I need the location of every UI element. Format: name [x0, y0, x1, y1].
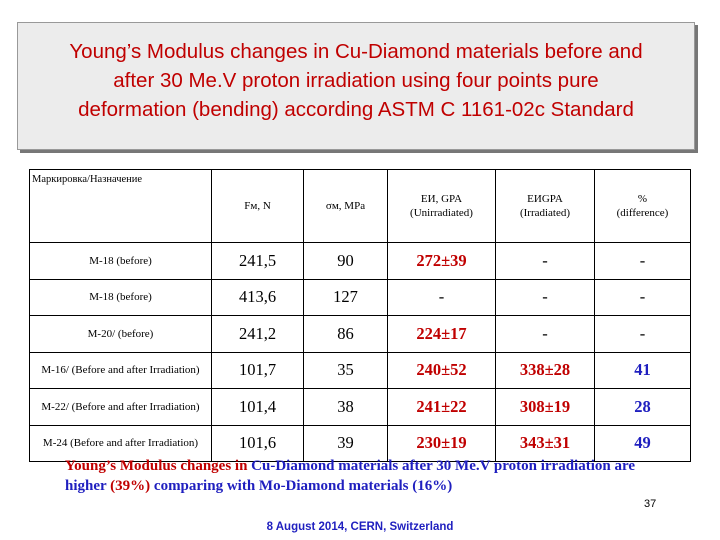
cell-e-irradiated: 308±19: [495, 388, 595, 426]
cell-force: 101,7: [211, 351, 304, 389]
cell-label: M-18 (before): [29, 242, 212, 280]
table-row: M-22/ (Before and after Irradiation) 101…: [29, 388, 691, 426]
cell-stress: 90: [303, 242, 388, 280]
cell-e-irradiated: 338±28: [495, 351, 595, 389]
header-force: Fм, N: [211, 169, 304, 243]
title-line-2: after 30 Me.V proton irradiation using f…: [113, 69, 599, 92]
note-part-3: (39%): [110, 478, 151, 494]
header-e-unirradiated-sub: (Unirradiated): [410, 207, 473, 219]
cell-e-unirradiated: 240±52: [387, 351, 496, 389]
title-box: Young’s Modulus changes in Cu-Diamond ma…: [17, 22, 695, 150]
cell-force: 101,6: [211, 424, 304, 462]
header-percent: % (difference): [594, 169, 691, 243]
cell-e-unirradiated: 224±17: [387, 315, 496, 353]
modulus-table: Маркировка/Назначение Fм, N σм, MPa EИ, …: [29, 169, 691, 462]
note-part-1: Young’s Modulus changes in: [65, 458, 252, 474]
table-row: M-18 (before) 413,6 127 - - -: [29, 278, 691, 316]
page-number: 37: [644, 498, 657, 510]
header-stress: σм, MPa: [303, 169, 388, 243]
cell-force: 101,4: [211, 388, 304, 426]
cell-percent: 28: [594, 388, 691, 426]
slide-title: Young’s Modulus changes in Cu-Diamond ma…: [18, 37, 694, 124]
header-e-unirradiated-title: EИ, GPA: [420, 193, 463, 205]
cell-e-unirradiated: 230±19: [387, 424, 496, 462]
cell-stress: 35: [303, 351, 388, 389]
header-e-unirradiated: EИ, GPA (Unirradiated): [387, 169, 496, 243]
table-row: M-24 (Before and after Irradiation) 101,…: [29, 424, 691, 462]
cell-label: M-16/ (Before and after Irradiation): [29, 351, 212, 389]
cell-percent: -: [594, 242, 691, 280]
note-part-4: comparing with: [150, 478, 259, 494]
cell-e-unirradiated: -: [387, 278, 496, 316]
header-e-irradiated-sub: (Irradiated): [519, 207, 571, 219]
cell-e-unirradiated: 241±22: [387, 388, 496, 426]
table-header-row: Маркировка/Назначение Fм, N σм, MPa EИ, …: [29, 169, 691, 243]
header-marking: Маркировка/Назначение: [29, 169, 212, 243]
table-row: M-16/ (Before and after Irradiation) 101…: [29, 351, 691, 389]
header-percent-sub: (difference): [616, 207, 669, 219]
cell-stress: 127: [303, 278, 388, 316]
cell-stress: 86: [303, 315, 388, 353]
date-location: 8 August 2014, CERN, Switzerland: [266, 521, 454, 533]
header-e-irradiated: EИGPA (Irradiated): [495, 169, 595, 243]
cell-stress: 38: [303, 388, 388, 426]
title-line-3: deformation (bending) according ASTM C 1…: [78, 98, 634, 121]
table-row: M-20/ (before) 241,2 86 224±17 - -: [29, 315, 691, 353]
cell-e-unirradiated: 272±39: [387, 242, 496, 280]
cell-e-irradiated: -: [495, 278, 595, 316]
cell-force: 241,2: [211, 315, 304, 353]
header-e-irradiated-title: EИGPA: [527, 193, 563, 205]
cell-force: 413,6: [211, 278, 304, 316]
cell-force: 241,5: [211, 242, 304, 280]
cell-label: M-20/ (before): [29, 315, 212, 353]
cell-percent: 49: [594, 424, 691, 462]
header-percent-title: %: [637, 193, 648, 205]
cell-label: M-18 (before): [29, 278, 212, 316]
cell-label: M-22/ (Before and after Irradiation): [29, 388, 212, 426]
cell-label: M-24 (Before and after Irradiation): [29, 424, 212, 462]
note-part-5: Mo-Diamond materials (16%): [258, 478, 453, 494]
table-row: M-18 (before) 241,5 90 272±39 - -: [29, 242, 691, 280]
cell-percent: -: [594, 315, 691, 353]
cell-percent: -: [594, 278, 691, 316]
title-line-1: Young’s Modulus changes in Cu-Diamond ma…: [69, 40, 643, 63]
conclusion-note: Young’s Modulus changes in Cu-Diamond ma…: [65, 456, 665, 496]
cell-percent: 41: [594, 351, 691, 389]
note-part-2: Cu-Diamond materials after 30 Me.V proto…: [65, 458, 636, 494]
cell-e-irradiated: -: [495, 242, 595, 280]
cell-e-irradiated: -: [495, 315, 595, 353]
